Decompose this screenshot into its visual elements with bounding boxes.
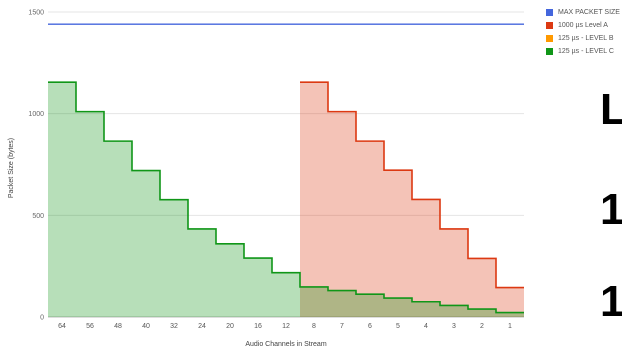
x-tick-label: 3: [452, 323, 456, 330]
x-tick-label: 1: [508, 323, 512, 330]
x-axis-label: Audio Channels in Stream: [245, 341, 326, 348]
y-tick-label: 500: [32, 213, 44, 220]
plot-lines: [48, 23, 524, 314]
x-tick-label: 24: [198, 323, 206, 330]
legend-item-level-c[interactable]: 125 µs - LEVEL C: [546, 45, 622, 58]
plot-areas: [48, 82, 524, 318]
legend-item-level-b[interactable]: 125 µs - LEVEL B: [546, 32, 622, 45]
x-tick-label: 7: [340, 323, 344, 330]
x-tick-label: 5: [396, 323, 400, 330]
gridlines: [48, 11, 524, 318]
y-axis-ticks: 0 500 1000 1500: [28, 10, 44, 322]
series-level-a-line: [300, 81, 524, 289]
legend-label: 125 µs - LEVEL B: [558, 35, 614, 42]
legend-label: MAX PACKET SIZE: [558, 9, 620, 16]
y-tick-label: 0: [40, 315, 44, 322]
x-tick-label: 4: [424, 323, 428, 330]
legend-swatch: [546, 48, 553, 55]
x-tick-label: 16: [254, 323, 262, 330]
x-tick-label: 56: [86, 323, 94, 330]
legend-item-max-packet-size[interactable]: MAX PACKET SIZE: [546, 6, 622, 19]
x-tick-label: 64: [58, 323, 66, 330]
y-tick-label: 1500: [28, 10, 44, 17]
y-axis-label: Packet Size (bytes): [8, 138, 15, 198]
x-tick-label: 8: [312, 323, 316, 330]
legend-swatch: [546, 35, 553, 42]
x-tick-label: 2: [480, 323, 484, 330]
x-tick-label: 20: [226, 323, 234, 330]
x-tick-label: 48: [114, 323, 122, 330]
overflow-text: L: [600, 85, 622, 134]
legend-swatch: [546, 9, 553, 16]
overflow-text: 1: [600, 185, 622, 234]
x-tick-label: 12: [282, 323, 290, 330]
legend-label: 1000 µs Level A: [558, 22, 608, 29]
series-level-c-area: [48, 82, 524, 318]
series-level-c-line: [48, 81, 524, 314]
overflow-text: 1: [600, 277, 622, 326]
y-tick-label: 1000: [28, 111, 44, 118]
legend-item-level-a[interactable]: 1000 µs Level A: [546, 19, 622, 32]
legend: MAX PACKET SIZE 1000 µs Level A 125 µs -…: [546, 6, 622, 58]
x-tick-label: 32: [170, 323, 178, 330]
x-axis-ticks: 64 56 48 40 32 24 20 16 12 8 7 6 5 4 3 2 1: [58, 323, 512, 330]
x-tick-label: 6: [368, 323, 372, 330]
x-tick-label: 40: [142, 323, 150, 330]
legend-label: 125 µs - LEVEL C: [558, 48, 614, 55]
legend-swatch: [546, 22, 553, 29]
